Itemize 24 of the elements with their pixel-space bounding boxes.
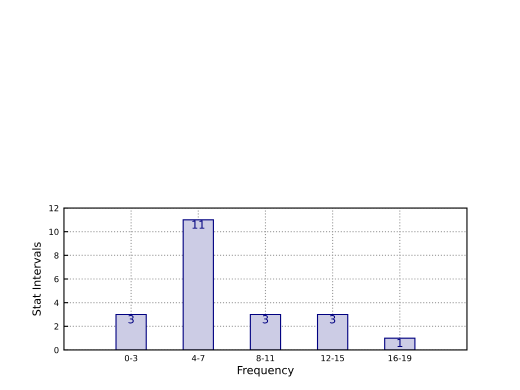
y-tick-label: 8 [54,252,59,259]
x-tick-label: 0-3 [124,354,138,362]
y-tick-label: 4 [54,300,59,306]
bar [316,314,348,350]
y-tick-label: 12 [49,205,58,212]
data-label: 3 [330,315,336,324]
x-tick-label: 16-19 [388,354,412,362]
data-label: 3 [262,315,268,324]
y-tick-label: 2 [54,323,58,330]
data-label: 1 [397,338,402,347]
x-tick-label: 12-15 [321,354,344,362]
y-tick-label: 10 [49,228,59,235]
x-axis-title: Frequency [238,366,294,376]
y-axis-title: Stat Intervals [32,242,41,316]
x-tick-label: 4-7 [192,355,204,362]
y-tick-label: 0 [54,346,59,354]
bar [384,338,416,350]
data-label: 11 [192,220,204,229]
y-tick-label: 6 [54,276,59,282]
x-tick-label: 8-11 [256,354,274,362]
bar [250,314,282,350]
data-label: 3 [128,315,134,324]
bar [182,219,214,350]
bar [115,314,147,350]
